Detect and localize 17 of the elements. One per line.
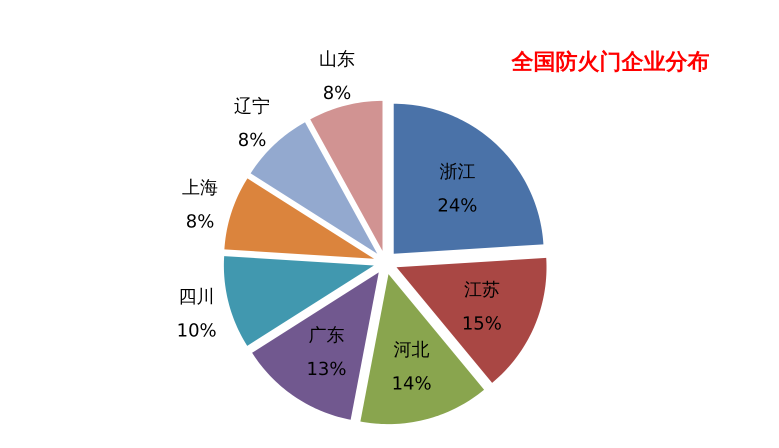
data-label: 13% — [306, 358, 346, 380]
slice-label: 山东 — [319, 49, 356, 70]
slice-label: 河北 — [394, 340, 430, 361]
slice-label: 浙江 — [439, 161, 476, 182]
data-label: 8% — [238, 130, 266, 151]
data-label: 24% — [437, 195, 478, 216]
slice-label: 江苏 — [464, 280, 500, 301]
slice-label: 上海 — [182, 178, 218, 199]
data-label: 8% — [322, 83, 352, 104]
data-label: 10% — [176, 320, 217, 342]
data-label: 14% — [392, 374, 432, 395]
slice-label: 辽宁 — [234, 96, 270, 117]
slice-label: 四川 — [178, 286, 215, 308]
data-label: 15% — [462, 314, 502, 335]
data-label: 8% — [186, 212, 214, 233]
text: 全国防火门企业分布 — [510, 49, 710, 75]
slice-label: 广东 — [308, 324, 344, 346]
